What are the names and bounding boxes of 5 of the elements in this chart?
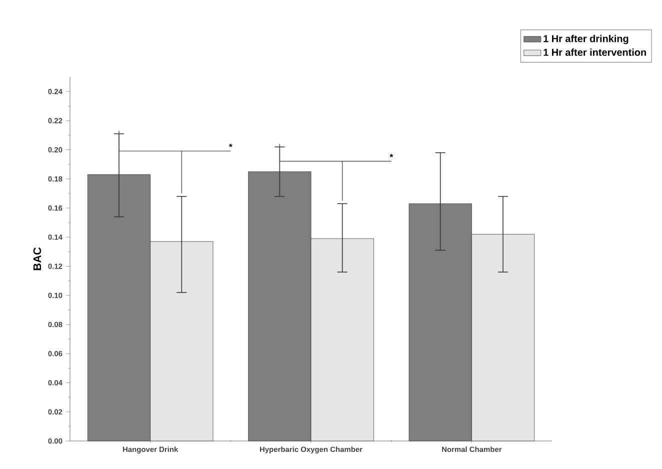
y-axis-title: BAC (33, 247, 42, 270)
legend-label: 1 Hr after intervention (544, 48, 646, 56)
annotation: * (228, 144, 232, 148)
annotation: * (390, 154, 394, 158)
legend-label: 1 Hr after drinking (544, 34, 628, 44)
